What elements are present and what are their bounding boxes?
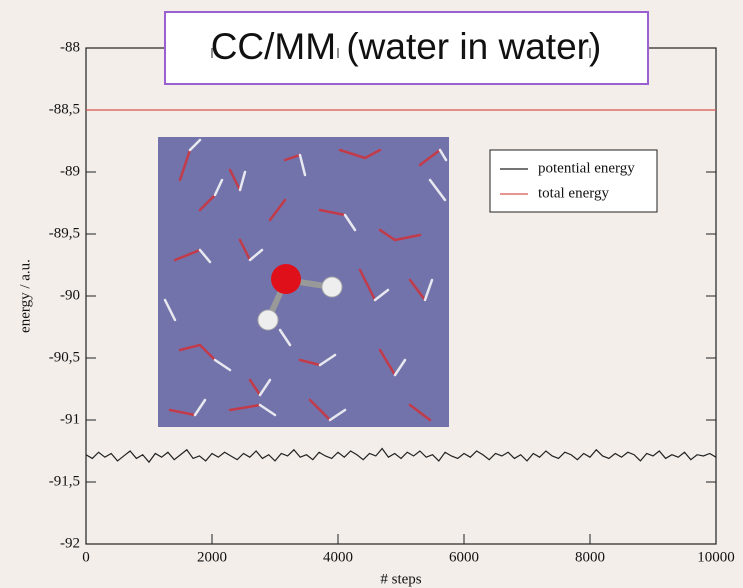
y-tick-label: -91,5 (49, 473, 80, 489)
x-axis-label: # steps (380, 571, 421, 587)
x-tick-label: 8000 (575, 549, 605, 565)
y-tick-label: -90,5 (49, 349, 80, 365)
y-tick-label: -92 (60, 535, 80, 551)
y-tick-label: -88,5 (49, 101, 80, 117)
inset-snapshot (158, 137, 449, 427)
legend-label: potential energy (538, 160, 635, 176)
legend-box (489, 149, 658, 213)
x-tick-label: 2000 (197, 549, 227, 565)
x-tick-label: 10000 (697, 549, 735, 565)
series-line (85, 447, 717, 464)
y-tick-label: -91 (60, 411, 80, 427)
title-box (164, 11, 649, 85)
y-tick-label: -89 (60, 163, 80, 179)
x-tick-label: 6000 (449, 549, 479, 565)
y-tick-label: -90 (60, 287, 80, 303)
chart-title: CC/MM (water in water) (211, 26, 602, 67)
y-tick-label: -88 (60, 39, 80, 55)
x-tick-label: 0 (82, 549, 90, 565)
y-axis-label: energy / a.u. (17, 259, 33, 333)
y-tick-label: -89,5 (49, 225, 80, 241)
legend-label: total energy (538, 185, 609, 201)
x-tick-label: 4000 (323, 549, 353, 565)
